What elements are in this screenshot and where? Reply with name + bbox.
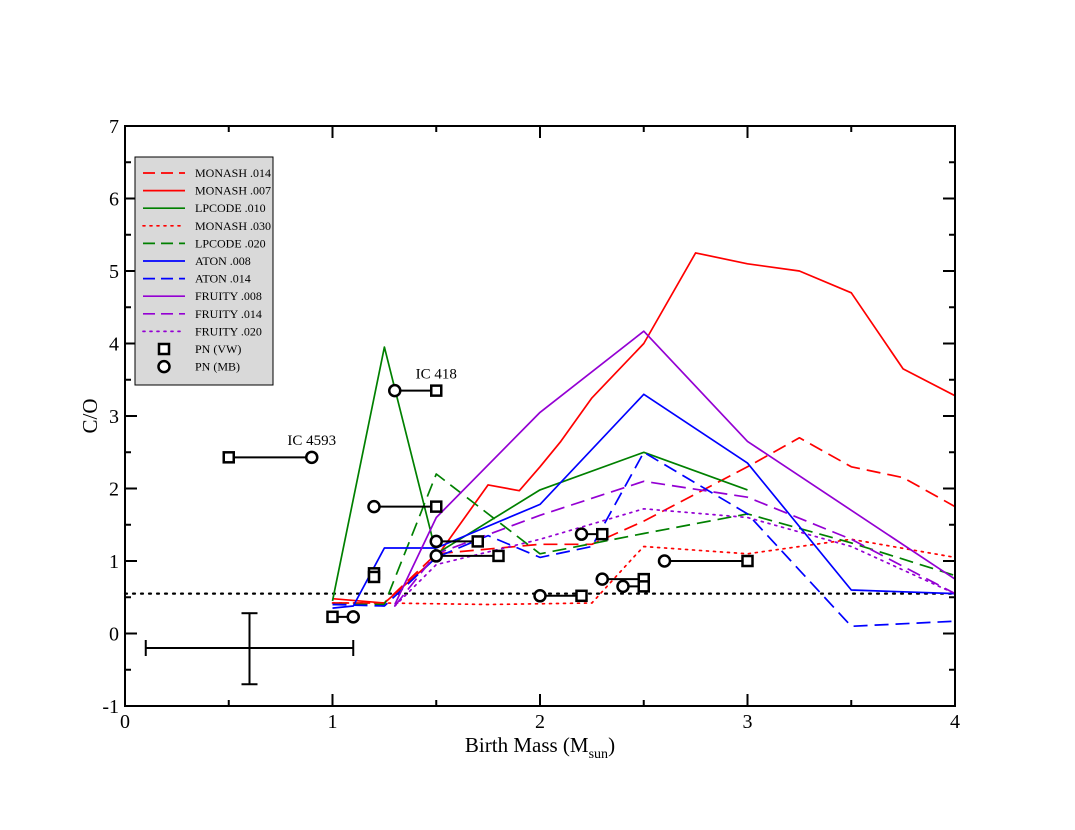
pn-vw-marker <box>637 580 650 593</box>
y-tick-label: 4 <box>109 334 119 356</box>
series-line-fruity-008 <box>394 330 955 605</box>
x-axis-title: Birth Mass (Msun) <box>465 733 615 762</box>
legend: MONASH .014 MONASH .007 LPCODE .010 MONASH … <box>134 156 274 386</box>
error-bar-layer <box>144 612 355 686</box>
series-line-fruity-020 <box>393 507 955 607</box>
pn-mb-marker <box>574 527 589 541</box>
legend-label: MONASH .007 <box>195 184 271 198</box>
series-line-monash-014 <box>332 436 955 604</box>
pn-mb-marker <box>346 610 360 624</box>
y-tick-label: -1 <box>102 696 119 718</box>
legend-swatch-pn-mb <box>157 359 171 374</box>
pn-vw-marker <box>367 570 381 584</box>
legend-label: PN (MB) <box>195 360 240 374</box>
series-line-aton-008 <box>332 393 955 609</box>
pn-mb-marker <box>305 450 319 465</box>
x-tick-label: 0 <box>120 711 130 733</box>
series-layer <box>331 252 955 628</box>
legend-label: FRUITY .008 <box>195 289 262 303</box>
pn-vw-marker <box>430 500 443 513</box>
y-tick-label: 5 <box>109 261 119 283</box>
x-axis-title-main: Birth Mass (M <box>465 733 589 757</box>
x-tick-label: 4 <box>950 711 960 733</box>
series-line-lpcode-020 <box>332 473 955 606</box>
pn-marker-layer <box>222 383 754 624</box>
y-tick-label: 0 <box>109 624 119 646</box>
pn-mb-marker <box>429 549 443 563</box>
legend-label: FRUITY .014 <box>195 307 262 321</box>
pn-vw-marker <box>222 451 235 464</box>
series-line-monash-030 <box>331 538 955 606</box>
pn-vw-marker <box>596 527 609 541</box>
pn-vw-marker <box>492 549 505 563</box>
pn-vw-marker <box>326 610 339 624</box>
pn-mb-marker <box>595 572 609 586</box>
pn-mb-marker <box>429 534 443 549</box>
pn-vw-marker <box>575 589 588 603</box>
annotation-layer: IC 4593 IC 418 <box>287 366 457 449</box>
pn-mb-marker <box>388 383 402 398</box>
legend-label: MONASH .014 <box>195 166 271 180</box>
pn-vw-marker <box>471 535 484 548</box>
pn-mb-marker <box>616 579 630 594</box>
x-axis-title-close: ) <box>608 733 615 757</box>
x-axis-title-subscript: sun <box>589 747 608 762</box>
y-tick-label: 1 <box>109 551 119 573</box>
x-tick-label: 2 <box>535 711 545 733</box>
legend-label: LPCODE .020 <box>195 236 266 250</box>
legend-label: FRUITY .020 <box>195 324 262 338</box>
series-line-lpcode-010 <box>331 346 748 602</box>
pn-mb-marker <box>367 499 381 514</box>
legend-label: PN (VW) <box>195 342 241 356</box>
pn-vw-marker <box>741 554 754 568</box>
legend-label: MONASH .030 <box>195 219 271 233</box>
y-axis-title: C/O <box>78 398 102 433</box>
legend-label: LPCODE .010 <box>195 201 266 215</box>
y-tick-label: 6 <box>109 189 119 211</box>
legend-label: ATON .008 <box>195 254 251 268</box>
legend-swatch-pn-vw <box>157 342 171 356</box>
y-tick-label: 7 <box>109 116 119 138</box>
series-line-aton-014 <box>332 451 955 628</box>
legend-label: ATON .014 <box>195 272 251 286</box>
x-tick-label: 3 <box>743 711 753 733</box>
series-line-monash-007 <box>332 252 955 604</box>
y-tick-label: 2 <box>109 479 119 501</box>
annotation-label: IC 418 <box>416 366 457 382</box>
annotation-label: IC 4593 <box>287 433 336 449</box>
pn-mb-marker <box>533 589 547 603</box>
y-tick-label: 3 <box>109 406 119 428</box>
pn-mb-marker <box>657 554 672 568</box>
pn-vw-marker <box>430 384 443 397</box>
x-tick-label: 1 <box>328 711 338 733</box>
